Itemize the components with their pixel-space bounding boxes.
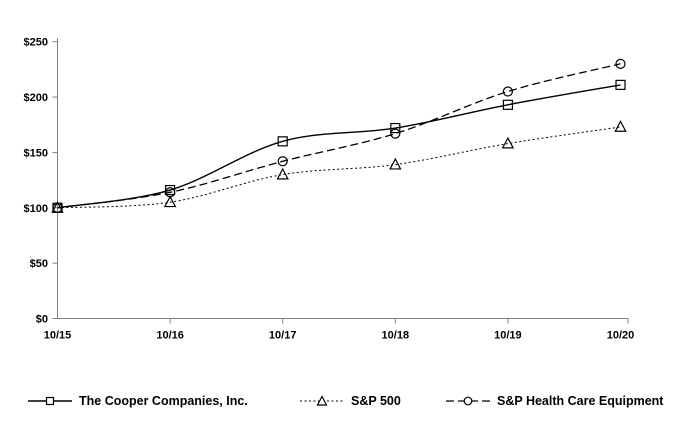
- triangle-marker: [389, 157, 402, 170]
- square-marker: [277, 136, 288, 147]
- circle-marker: [165, 187, 176, 198]
- square-marker: [615, 79, 626, 90]
- series-line-2: [57, 63, 621, 209]
- triangle-marker: [501, 136, 515, 149]
- legend-item-2: S&P Health Care Equipment: [446, 388, 663, 414]
- y-tick-label: $100: [24, 203, 48, 215]
- chart-svg: $0 $50 $100 $150 $200 $250 10/15 10/16 10/17 10/1…: [24, 37, 635, 342]
- circle-marker: [615, 58, 626, 69]
- series-line-1: [57, 126, 621, 209]
- legend-label: S&P Health Care Equipment: [497, 394, 664, 408]
- legend-label: The Cooper Companies, Inc.: [79, 394, 248, 408]
- y-tick-label: $50: [30, 258, 48, 270]
- x-tick-label: 10/18: [382, 330, 410, 342]
- x-tick-label: 10/16: [156, 330, 184, 342]
- y-tick-label: $250: [24, 37, 48, 49]
- series-line-0: [57, 84, 621, 209]
- x-tick-label: 10/17: [269, 330, 297, 342]
- triangle-marker: [276, 167, 289, 180]
- x-tick-label: 10/15: [44, 330, 72, 342]
- y-tick-label: $0: [36, 314, 48, 326]
- chart-legend: The Cooper Companies, Inc. S&P 500 S&P Hea…: [0, 388, 675, 414]
- circle-marker: [52, 202, 63, 213]
- y-tick-label: $150: [24, 147, 48, 159]
- y-tick-label: $200: [24, 92, 48, 104]
- x-tick-label: 10/20: [607, 330, 635, 342]
- triangle-marker: [614, 120, 627, 132]
- circle-legend-swatch-icon: [446, 396, 490, 406]
- legend-label: S&P 500: [351, 394, 401, 408]
- triangle-marker: [163, 195, 177, 208]
- x-tick-label: 10/19: [494, 330, 522, 342]
- circle-marker: [277, 156, 288, 167]
- square-marker: [390, 122, 401, 134]
- square-legend-swatch-icon: [28, 396, 72, 406]
- circle-marker: [502, 86, 513, 97]
- square-marker: [502, 99, 513, 110]
- legend-item-0: The Cooper Companies, Inc.: [28, 388, 248, 414]
- legend-item-1: S&P 500: [300, 388, 401, 414]
- circle-marker: [390, 128, 401, 139]
- triangle-legend-swatch-icon: [300, 395, 344, 406]
